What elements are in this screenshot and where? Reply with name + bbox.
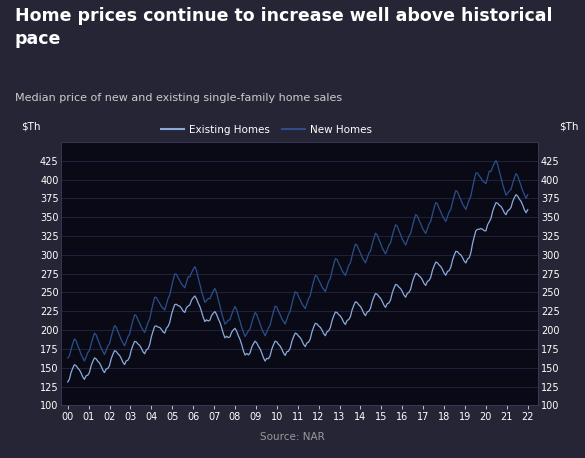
Text: Source: NAR: Source: NAR bbox=[260, 432, 325, 442]
Text: $Th: $Th bbox=[559, 121, 579, 131]
Text: Home prices continue to increase well above historical
pace: Home prices continue to increase well ab… bbox=[15, 7, 552, 48]
Text: $Th: $Th bbox=[21, 121, 40, 131]
Text: Median price of new and existing single-family home sales: Median price of new and existing single-… bbox=[15, 93, 342, 104]
Legend: Existing Homes, New Homes: Existing Homes, New Homes bbox=[156, 121, 376, 139]
